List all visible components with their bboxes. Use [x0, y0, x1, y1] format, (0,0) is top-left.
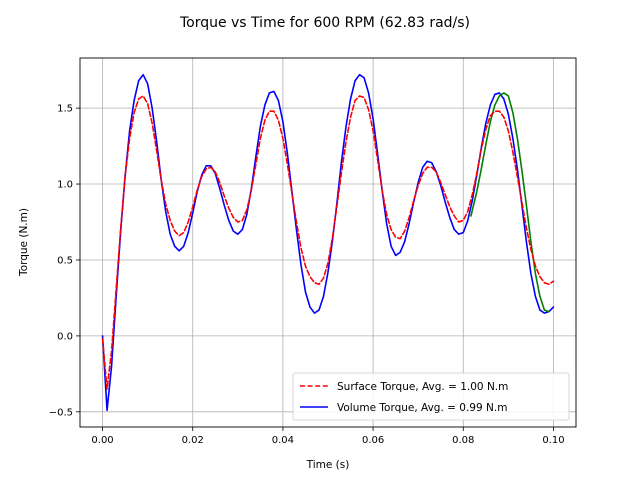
series-line-2 — [470, 92, 550, 313]
chart-title: Torque vs Time for 600 RPM (62.83 rad/s) — [179, 15, 470, 31]
legend-label-surface: Surface Torque, Avg. = 1.00 N.m — [337, 381, 508, 393]
plot-frame — [79, 57, 577, 428]
legend-box — [292, 372, 570, 421]
series-lines — [101, 73, 555, 412]
x-axis-ticks: 0.00 0.02 0.04 0.06 0.08 0.10 — [91, 427, 565, 446]
legend: Surface Torque, Avg. = 1.00 N.m Volume T… — [292, 372, 570, 421]
series-line-0 — [101, 95, 555, 390]
x-tick-label: 0.10 — [542, 435, 564, 446]
y-axis-label: Torque (N.m) — [18, 208, 30, 277]
x-tick-label: 0.02 — [182, 435, 204, 446]
y-tick-label: 1.5 — [57, 104, 73, 115]
x-axis-label: Time (s) — [306, 459, 350, 471]
y-axis-ticks: −0.5 0.0 0.5 1.0 1.5 — [49, 104, 80, 418]
x-tick-label: 0.00 — [91, 435, 113, 446]
x-tick-label: 0.06 — [362, 435, 384, 446]
legend-label-volume: Volume Torque, Avg. = 0.99 N.m — [337, 402, 507, 414]
y-tick-label: 1.0 — [57, 180, 73, 191]
x-tick-label: 0.08 — [452, 435, 474, 446]
y-tick-label: 0.0 — [57, 331, 73, 342]
x-tick-label: 0.04 — [272, 435, 294, 446]
y-tick-label: 0.5 — [57, 255, 73, 266]
y-tick-label: −0.5 — [49, 407, 73, 418]
